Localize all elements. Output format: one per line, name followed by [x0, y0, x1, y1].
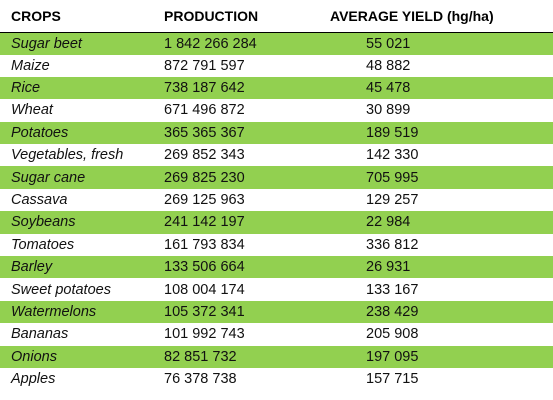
table-row: Apples 76 378 738 157 715 [0, 367, 553, 391]
crop-name-cell: Sugar beet [11, 35, 82, 52]
production-cell: 161 793 834 [164, 236, 245, 253]
header-crops: CROPS [0, 0, 154, 33]
average-yield-cell: 22 984 [366, 214, 411, 231]
table-row: Onions 82 851 732 197 095 [0, 345, 553, 368]
table-body: Sugar beet 1 842 266 284 55 021 Maize 872 79… [0, 32, 553, 391]
header-average-yield: AVERAGE YIELD (hg/ha) [330, 0, 553, 33]
crop-name-cell: Onions [11, 348, 57, 365]
crop-name-cell: Soybeans [11, 214, 76, 231]
crop-name-cell: Sweet potatoes [11, 281, 111, 298]
crop-name-cell: Maize [11, 57, 50, 74]
average-yield-cell: 705 995 [366, 169, 419, 186]
average-yield-cell: 142 330 [366, 147, 419, 164]
crop-name-cell: Sugar cane [11, 169, 86, 186]
average-yield-cell: 189 519 [366, 124, 419, 141]
crop-name-cell: Apples [11, 371, 56, 388]
production-cell: 105 372 341 [164, 303, 245, 320]
production-cell: 738 187 642 [164, 80, 245, 97]
crop-name-cell: Cassava [11, 192, 68, 209]
table-row: Sugar beet 1 842 266 284 55 021 [0, 32, 553, 55]
production-cell: 108 004 174 [164, 281, 245, 298]
crop-name-cell: Barley [11, 259, 53, 276]
table-row: Vegetables, fresh 269 852 343 142 330 [0, 144, 553, 167]
crop-name-cell: Bananas [11, 326, 69, 343]
table-row: Sweet potatoes 108 004 174 133 167 [0, 278, 553, 301]
table-row: Tomatoes 161 793 834 336 812 [0, 233, 553, 257]
table-row: Potatoes 365 365 367 189 519 [0, 121, 553, 145]
average-yield-cell: 129 257 [366, 192, 419, 209]
table-row: Barley 133 506 664 26 931 [0, 256, 553, 279]
table-row: Rice 738 187 642 45 478 [0, 76, 553, 100]
average-yield-cell: 55 021 [366, 35, 411, 52]
table-row: Wheat 671 496 872 30 899 [0, 99, 553, 122]
average-yield-cell: 197 095 [366, 348, 419, 365]
table-header: CROPS PRODUCTION AVERAGE YIELD (hg/ha) [0, 0, 553, 33]
average-yield-cell: 133 167 [366, 281, 419, 298]
crop-name-cell: Wheat [11, 102, 53, 119]
table-row: Soybeans 241 142 197 22 984 [0, 211, 553, 234]
crop-name-cell: Vegetables, fresh [11, 147, 124, 164]
crop-name-cell: Potatoes [11, 124, 69, 141]
average-yield-cell: 336 812 [366, 236, 419, 253]
table-row: Maize 872 791 597 48 882 [0, 54, 553, 77]
crops-table: CROPS PRODUCTION AVERAGE YIELD (hg/ha) S… [0, 0, 553, 391]
average-yield-cell: 48 882 [366, 57, 411, 74]
average-yield-cell: 157 715 [366, 371, 419, 388]
average-yield-cell: 30 899 [366, 102, 411, 119]
average-yield-cell: 238 429 [366, 303, 419, 320]
production-cell: 76 378 738 [164, 371, 237, 388]
production-cell: 101 992 743 [164, 326, 245, 343]
table-row: Sugar cane 269 825 230 705 995 [0, 166, 553, 189]
crop-name-cell: Watermelons [11, 303, 97, 320]
production-cell: 365 365 367 [164, 124, 245, 141]
crop-name-cell: Tomatoes [11, 236, 75, 253]
production-cell: 241 142 197 [164, 214, 245, 231]
average-yield-cell: 45 478 [366, 80, 411, 97]
table-row: Watermelons 105 372 341 238 429 [0, 300, 553, 324]
production-cell: 671 496 872 [164, 102, 245, 119]
header-row: CROPS PRODUCTION AVERAGE YIELD (hg/ha) [0, 0, 553, 33]
crop-name-cell: Rice [11, 80, 41, 97]
table-row: Bananas 101 992 743 205 908 [0, 323, 553, 346]
production-cell: 269 852 343 [164, 147, 245, 164]
production-cell: 269 125 963 [164, 192, 245, 209]
production-cell: 269 825 230 [164, 169, 245, 186]
production-cell: 133 506 664 [164, 259, 245, 276]
header-production: PRODUCTION [154, 0, 330, 33]
production-cell: 872 791 597 [164, 57, 245, 74]
production-cell: 1 842 266 284 [164, 35, 257, 52]
production-cell: 82 851 732 [164, 348, 237, 365]
table-row: Cassava 269 125 963 129 257 [0, 188, 553, 212]
average-yield-cell: 205 908 [366, 326, 419, 343]
average-yield-cell: 26 931 [366, 259, 411, 276]
